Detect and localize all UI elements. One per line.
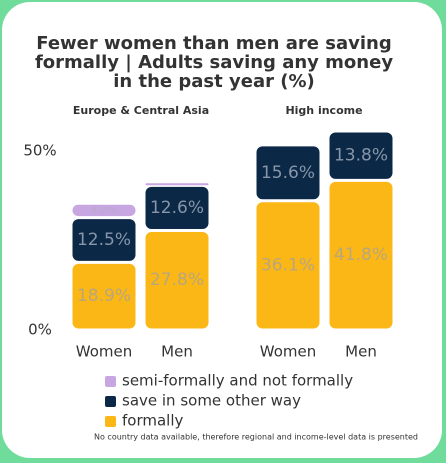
value-label: 18.9% <box>77 286 131 306</box>
bar-segment <box>256 202 320 329</box>
bar-segment <box>145 186 209 229</box>
bar-segment <box>72 263 136 329</box>
bar-segment <box>256 146 320 200</box>
x-tick-label: Men <box>345 343 377 361</box>
y-tick-label: 50% <box>23 142 56 160</box>
value-label: 15.6% <box>261 163 315 183</box>
legend-swatch <box>105 396 116 407</box>
legend-label: semi-formally and not formally <box>122 372 353 390</box>
panel-title: High income <box>285 104 362 117</box>
bar-segment <box>145 183 209 186</box>
value-label: 4.0% <box>91 205 116 216</box>
x-tick-label: Women <box>76 343 132 361</box>
legend-swatch <box>105 416 116 427</box>
value-label: 27.8% <box>150 270 204 290</box>
value-label: 12.5% <box>77 230 131 250</box>
value-label: 41.8% <box>334 245 388 265</box>
legend-label: save in some other way <box>122 392 301 410</box>
x-tick-label: Men <box>161 343 193 361</box>
chart-title: in the past year (%) <box>113 71 314 92</box>
value-label: 36.1% <box>261 255 315 275</box>
bar-segment <box>329 132 393 179</box>
bar-segment <box>329 181 393 329</box>
bar-segment <box>145 231 209 329</box>
bar-segment <box>72 219 136 261</box>
value-label: 13.8% <box>334 146 388 166</box>
bar-segment <box>72 204 136 217</box>
legend-swatch <box>105 376 116 387</box>
legend-label: formally <box>122 412 184 430</box>
y-tick-label: 0% <box>28 321 52 339</box>
x-tick-label: Women <box>260 343 316 361</box>
footnote: No country data available, therefore reg… <box>94 433 418 442</box>
chart-title: Fewer women than men are saving <box>36 33 391 54</box>
chart-title: formally | Adults saving any money <box>35 52 393 73</box>
card <box>2 2 442 458</box>
panel-title: Europe & Central Asia <box>73 104 209 117</box>
value-label: 12.6% <box>150 198 204 218</box>
